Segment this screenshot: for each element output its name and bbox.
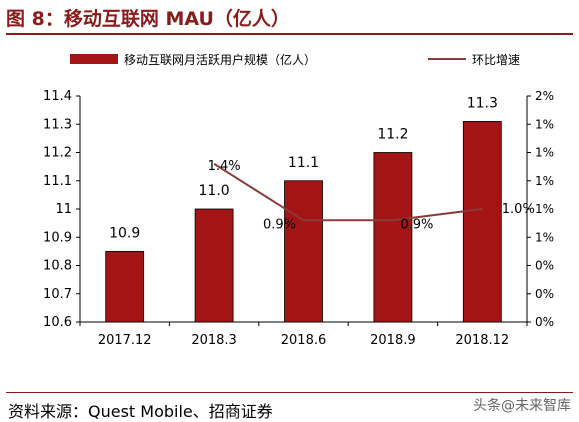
growth-value-label: 0.9%	[400, 217, 433, 232]
right-tick-label: 1%	[535, 117, 554, 131]
bar	[462, 121, 502, 323]
growth-value-label: 1.4%	[208, 159, 241, 174]
bar	[105, 250, 145, 323]
x-tick-label: 2017.12	[98, 333, 152, 348]
bar-value-label: 11.1	[288, 155, 319, 171]
watermark: 头条@未来智库	[473, 398, 571, 414]
legend-swatch-bar	[70, 54, 118, 64]
source-divider	[6, 392, 573, 393]
axes: 10.6 10.7 10.8 10.9 11 11.1 11.2 11.3 11.4 0% 0% 0%…	[43, 89, 554, 348]
bar-value-label: 11.3	[467, 95, 498, 111]
legend: 移动互联网月活跃用户规模（亿人） 环比增速	[70, 52, 520, 67]
right-tick-label: 1%	[535, 230, 554, 244]
right-tick-label: 0%	[535, 315, 554, 329]
bar-value-label: 11.2	[377, 127, 408, 143]
bar-series	[105, 121, 502, 323]
growth-value-label: 0.9%	[263, 217, 296, 232]
x-tick-label: 2018.6	[281, 333, 327, 348]
left-tick-label: 10.8	[43, 259, 72, 274]
growth-line	[213, 162, 483, 222]
x-tick-label: 2018.9	[370, 333, 416, 348]
x-tick-label: 2018.12	[455, 333, 509, 348]
bar	[373, 152, 413, 323]
bar-value-label: 11.0	[199, 183, 230, 199]
left-tick-label: 11.2	[43, 146, 72, 161]
left-tick-label: 11	[55, 202, 72, 217]
legend-label-line: 环比增速	[472, 53, 520, 67]
line-series	[213, 162, 483, 222]
left-tick-label: 11.3	[43, 117, 72, 132]
bar	[194, 208, 234, 323]
bar-value-label: 10.9	[109, 225, 140, 241]
right-tick-label: 0%	[535, 259, 554, 273]
left-tick-label: 11.4	[43, 89, 72, 104]
right-tick-label: 1%	[535, 202, 554, 216]
chart: 移动互联网月活跃用户规模（亿人） 环比增速 10.610.710.810.9111…	[43, 52, 554, 348]
left-tick-label: 10.9	[43, 230, 72, 245]
source-note: 资料来源：Quest Mobile、招商证券	[8, 402, 273, 421]
left-tick-label: 10.6	[43, 315, 72, 330]
bar	[284, 180, 323, 323]
growth-value-label: 1.0%	[502, 202, 535, 217]
data-labels: 10.9 11.0 11.1 11.2 11.3 1.4% 0.9% 0.9% 1.0%	[109, 95, 535, 241]
x-tick-label: 2018.3	[191, 333, 237, 348]
left-tick-label: 10.7	[43, 287, 72, 302]
right-tick-label: 2%	[535, 89, 554, 103]
left-tick-label: 11.1	[43, 174, 72, 189]
figure-title: 图 8：移动互联网 MAU（亿人）	[6, 8, 290, 30]
legend-label-bar: 移动互联网月活跃用户规模（亿人）	[124, 52, 316, 67]
right-tick-label: 1%	[535, 174, 554, 188]
right-tick-label: 0%	[535, 287, 554, 301]
right-tick-label: 1%	[535, 146, 554, 160]
title-divider	[6, 33, 573, 35]
